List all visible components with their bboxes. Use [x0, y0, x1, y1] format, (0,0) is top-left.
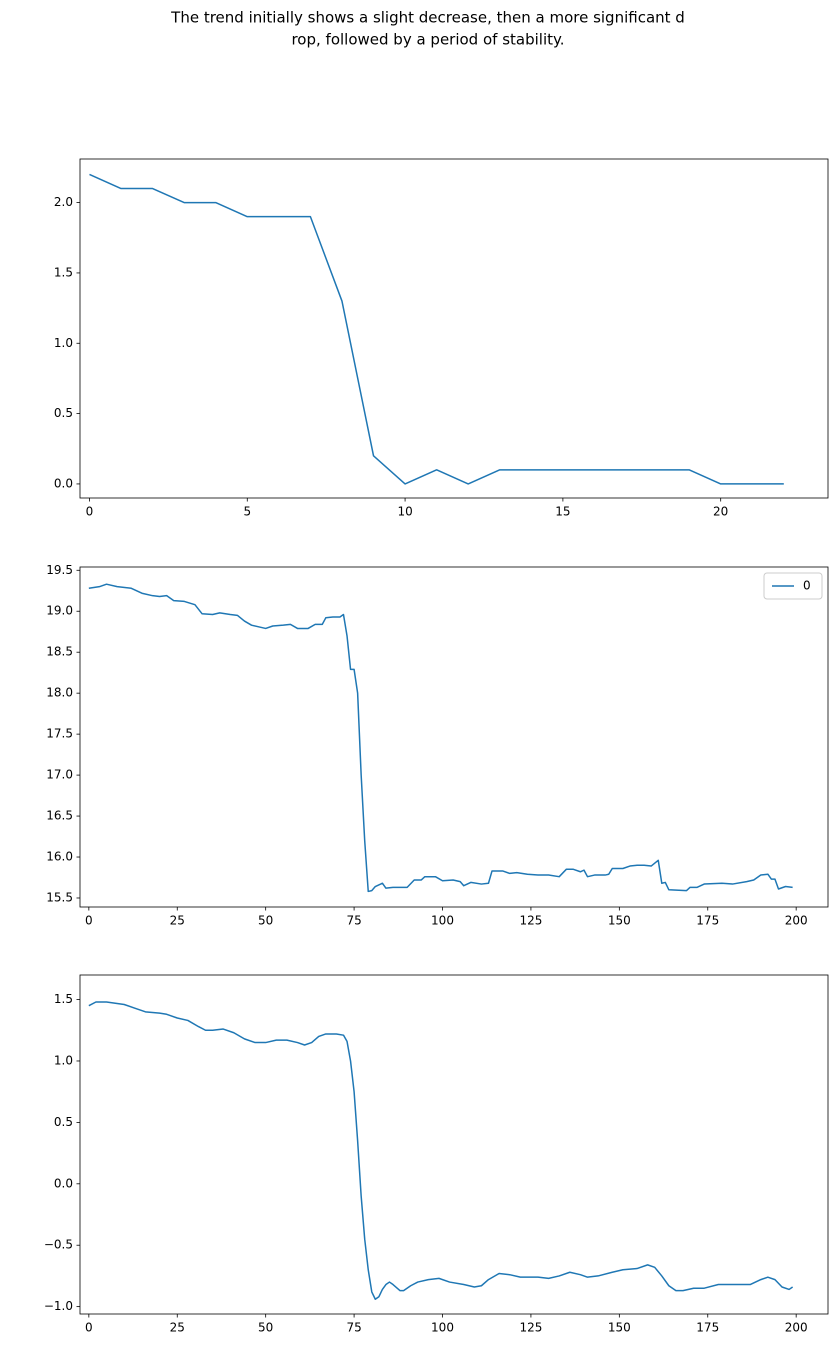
x-tick-label: 20 — [713, 505, 728, 519]
y-tick-label: 1.0 — [54, 336, 73, 350]
x-tick-label: 200 — [785, 914, 808, 928]
x-tick-label: 125 — [519, 1321, 542, 1335]
axes-frame — [79, 974, 829, 1315]
x-tick-label: 50 — [258, 1321, 273, 1335]
x-tick-label: 15 — [555, 505, 570, 519]
x-tick-label: 75 — [346, 1321, 361, 1335]
y-tick-label: 16.0 — [46, 850, 73, 864]
x-tick-label: 100 — [431, 1321, 454, 1335]
axes-frame — [79, 566, 829, 908]
y-tick-label: 0.0 — [54, 476, 73, 490]
x-tick-label: 25 — [170, 1321, 185, 1335]
axes-frame — [79, 158, 829, 499]
x-tick-label: 75 — [346, 914, 361, 928]
x-tick-label: 150 — [608, 914, 631, 928]
x-tick-label: 150 — [608, 1321, 631, 1335]
x-tick-label: 200 — [785, 1321, 808, 1335]
y-tick-label: 18.5 — [46, 645, 73, 659]
y-tick-label: 0.5 — [54, 1115, 73, 1129]
y-tick-label: 18.0 — [46, 686, 73, 700]
y-tick-label: 19.5 — [46, 563, 73, 577]
legend-label: 0 — [803, 579, 811, 593]
y-tick-label: 15.5 — [46, 890, 73, 904]
x-tick-label: 100 — [431, 914, 454, 928]
data-line — [89, 173, 784, 485]
y-tick-label: 17.5 — [46, 727, 73, 741]
y-tick-label: 1.0 — [54, 1053, 73, 1067]
y-tick-label: 16.5 — [46, 809, 73, 823]
y-tick-label: 17.0 — [46, 768, 73, 782]
y-tick-label: 19.0 — [46, 604, 73, 618]
y-tick-label: 1.5 — [54, 265, 73, 279]
figure-title: rop, followed by a period of stability. — [291, 31, 564, 49]
x-tick-label: 175 — [696, 914, 719, 928]
x-tick-label: 125 — [519, 914, 542, 928]
data-line — [88, 583, 793, 893]
figure-title: The trend initially shows a slight decre… — [170, 9, 685, 27]
y-tick-label: −1.0 — [44, 1299, 73, 1313]
y-tick-label: 0.5 — [54, 406, 73, 420]
data-line — [88, 1001, 794, 1301]
x-tick-label: 5 — [243, 505, 251, 519]
x-tick-label: 10 — [397, 505, 412, 519]
x-tick-label: 0 — [86, 505, 94, 519]
x-tick-label: 25 — [170, 914, 185, 928]
x-tick-label: 175 — [696, 1321, 719, 1335]
y-tick-label: −0.5 — [44, 1238, 73, 1252]
x-tick-label: 0 — [85, 1321, 93, 1335]
y-tick-label: 0.0 — [54, 1176, 73, 1190]
y-tick-label: 1.5 — [54, 992, 73, 1006]
y-tick-label: 2.0 — [54, 195, 73, 209]
x-tick-label: 50 — [258, 914, 273, 928]
x-tick-label: 0 — [85, 914, 93, 928]
